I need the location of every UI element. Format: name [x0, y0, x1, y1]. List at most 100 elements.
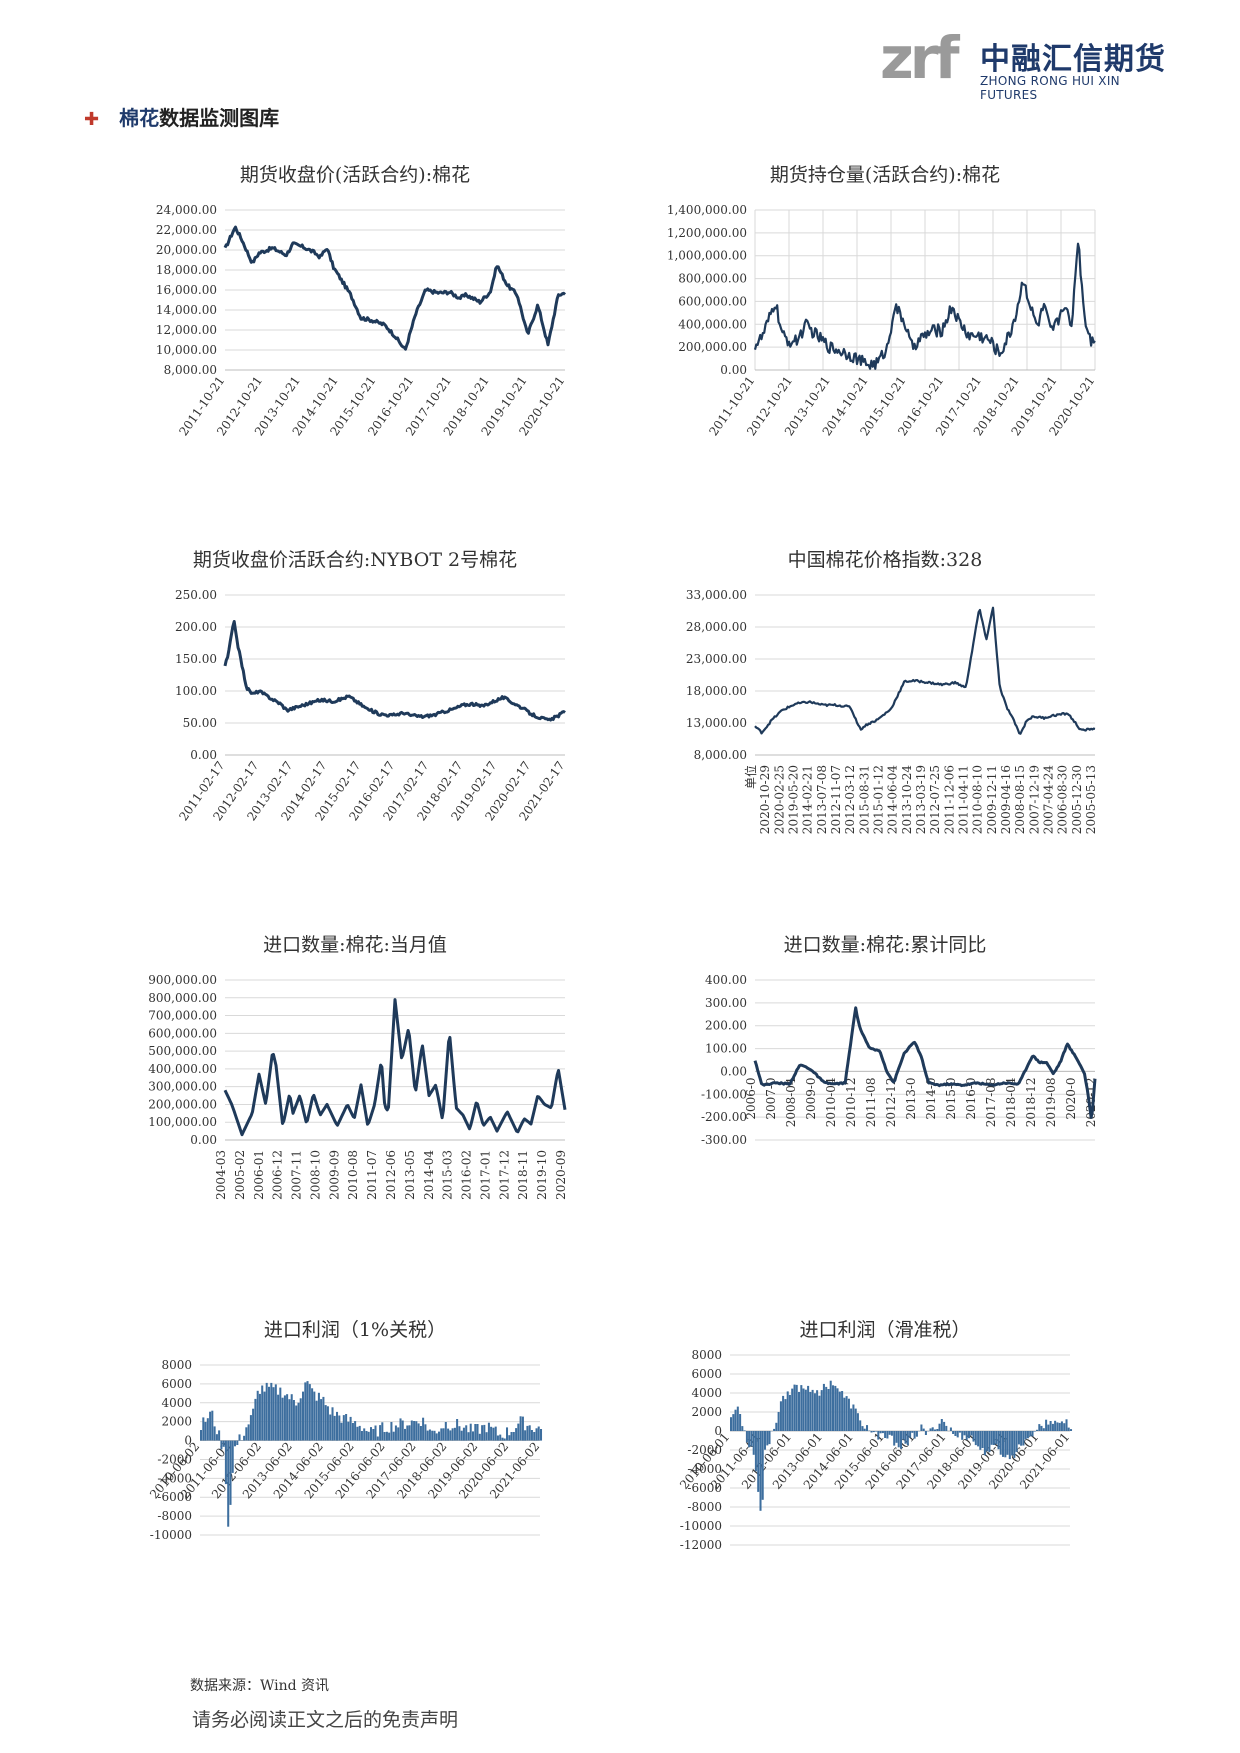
x-tick-label: 2007-04-24	[1042, 765, 1056, 835]
bar	[745, 1431, 748, 1443]
y-tick-label: -2000	[687, 1443, 722, 1457]
bar	[784, 1399, 787, 1431]
x-tick-label: 2011-07	[365, 1150, 379, 1200]
x-tick-label: 2012-06	[384, 1150, 398, 1200]
bar	[986, 1431, 989, 1452]
bar	[909, 1431, 912, 1438]
bar	[428, 1429, 431, 1441]
bar	[528, 1425, 531, 1441]
y-tick-label: 500,000.00	[148, 1044, 217, 1058]
bar	[779, 1401, 782, 1431]
bar	[754, 1431, 757, 1472]
bar	[782, 1395, 785, 1431]
y-tick-label: 8000	[691, 1348, 722, 1362]
bar	[447, 1428, 450, 1441]
bar	[875, 1431, 878, 1432]
bar	[902, 1431, 905, 1440]
bar	[920, 1424, 923, 1431]
bar	[419, 1426, 422, 1441]
x-tick-label: 2012-07-25	[928, 765, 942, 834]
bar	[1047, 1424, 1050, 1431]
y-tick-label: 12,000.00	[156, 323, 217, 337]
x-tick-label: 2019-10	[535, 1150, 549, 1200]
bar	[870, 1431, 873, 1433]
disclaimer-link[interactable]: 请务必阅读正文之后的免责声明	[192, 1709, 459, 1731]
bar	[1038, 1424, 1041, 1431]
y-tick-label: 200.00	[705, 1019, 747, 1033]
bar	[422, 1417, 425, 1441]
bar	[827, 1389, 830, 1431]
bar	[363, 1428, 366, 1441]
x-tick-label: 2019-08	[1044, 1077, 1058, 1127]
y-tick-label: -12000	[680, 1538, 722, 1552]
section-title: ✚ 棉花数据监测图库	[84, 102, 279, 131]
bar	[483, 1424, 486, 1441]
bar	[852, 1404, 855, 1431]
y-tick-label: 0.00	[190, 1133, 217, 1147]
x-tick-label: 2013-03-19	[914, 765, 928, 834]
y-tick-label: 700,000.00	[148, 1009, 217, 1023]
bar	[841, 1391, 844, 1431]
bar	[961, 1431, 964, 1440]
y-tick-label: 16,000.00	[156, 283, 217, 297]
y-tick-label: 14,000.00	[156, 303, 217, 317]
y-tick-label: 400,000.00	[148, 1062, 217, 1076]
y-tick-label: 22,000.00	[156, 223, 217, 237]
bar	[773, 1428, 776, 1431]
x-tick-label: 2006-08-30	[1056, 765, 1070, 834]
chart-title: 期货收盘价活跃合约:NYBOT 2号棉花	[192, 549, 518, 571]
logo-mark: zrf	[880, 24, 960, 92]
bar	[732, 1414, 735, 1431]
bar	[793, 1384, 796, 1431]
y-tick-label: 0.00	[720, 363, 747, 377]
chart-plot: 250.00200.00150.00100.0050.000.002011-02…	[175, 588, 567, 823]
y-tick-label: 800,000.00	[678, 272, 747, 286]
bar	[408, 1425, 411, 1441]
bar	[449, 1430, 452, 1441]
bar	[856, 1413, 859, 1431]
bar	[1067, 1427, 1070, 1431]
bar	[1004, 1431, 1007, 1458]
bar	[356, 1426, 359, 1441]
bar	[413, 1421, 416, 1441]
bar	[997, 1431, 1000, 1450]
x-tick-label: 2014-0	[924, 1077, 938, 1119]
bar	[820, 1390, 823, 1431]
bar	[263, 1391, 266, 1441]
y-tick-label: -10000	[150, 1528, 192, 1542]
bar	[234, 1440, 237, 1447]
chart-futures-close-price: 期货收盘价(活跃合约):棉花 24,000.00 22,000.00 20,000.…	[140, 155, 570, 500]
bar	[524, 1430, 527, 1441]
bar	[345, 1414, 348, 1441]
bar	[884, 1431, 887, 1438]
bar	[326, 1406, 329, 1441]
y-tick-label: 18,000.00	[686, 684, 747, 698]
bar	[390, 1422, 393, 1441]
bar	[243, 1435, 246, 1441]
x-tick-label: 2014-06-04	[886, 765, 900, 835]
bar	[929, 1428, 932, 1431]
bar	[818, 1395, 821, 1431]
x-tick-label: 2020-09	[554, 1150, 568, 1200]
chart-open-interest: 期货持仓量(活跃合约):棉花 1,400,000.00 1,200,000.00 1…	[667, 155, 1100, 500]
bar	[370, 1427, 373, 1441]
y-tick-label: 0	[184, 1434, 192, 1448]
bar	[517, 1423, 520, 1441]
x-tick-label: 2020-0	[1064, 1077, 1078, 1119]
bar	[288, 1399, 291, 1441]
bar	[406, 1425, 409, 1441]
bar	[922, 1428, 925, 1431]
bar	[963, 1431, 966, 1436]
y-tick-label: 300.00	[705, 996, 747, 1010]
y-tick-label: 33,000.00	[686, 588, 747, 602]
bar	[992, 1431, 995, 1445]
bar	[752, 1431, 755, 1455]
x-tick-label: 2006-01	[252, 1150, 266, 1200]
bar	[218, 1430, 221, 1441]
bar	[451, 1428, 454, 1441]
bar	[417, 1423, 420, 1441]
bar	[521, 1416, 524, 1441]
bar	[329, 1414, 332, 1441]
bar	[788, 1394, 791, 1431]
company-name-cn: 中融汇信期货	[980, 42, 1166, 77]
